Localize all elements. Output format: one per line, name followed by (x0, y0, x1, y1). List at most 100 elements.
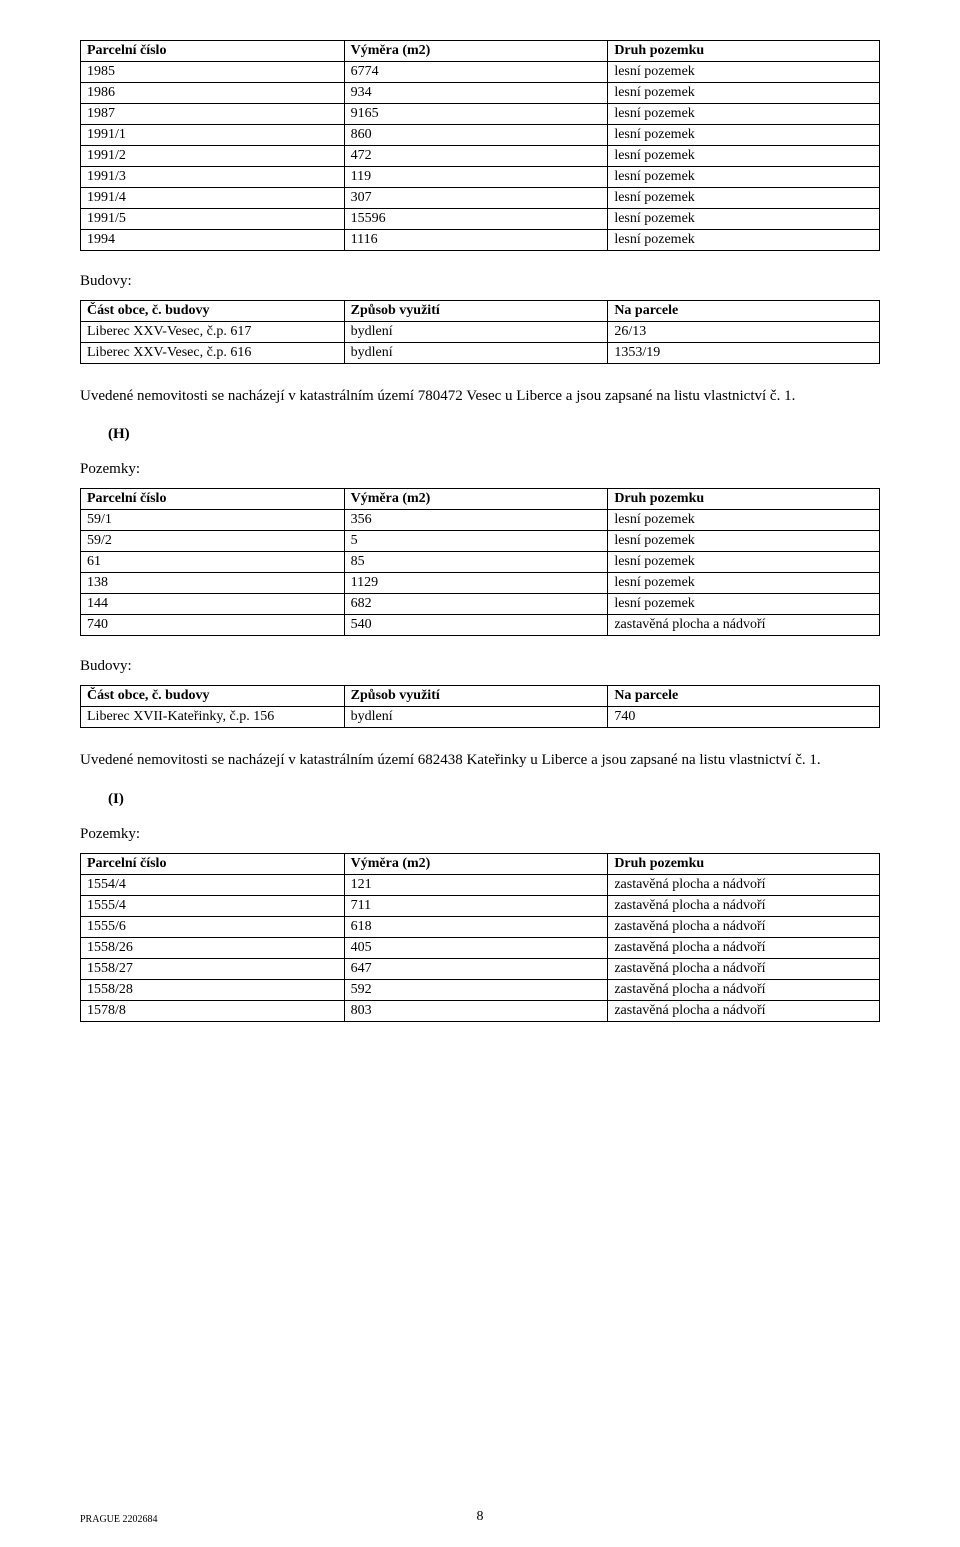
table-cell: zastavěná plocha a nádvoří (608, 1000, 880, 1021)
budovy-label-2: Budovy: (80, 658, 880, 675)
pozemky-table-h: Parcelní číslo Výměra (m2) Druh pozemku … (80, 488, 880, 636)
table-cell: 61 (81, 552, 345, 573)
table-cell: bydlení (344, 322, 608, 343)
table-cell: 803 (344, 1000, 608, 1021)
table-cell: zastavěná plocha a nádvoří (608, 874, 880, 895)
table-header-row: Parcelní číslo Výměra (m2) Druh pozemku (81, 853, 880, 874)
document-id: PRAGUE 2202684 (80, 1514, 158, 1525)
table-cell: 85 (344, 552, 608, 573)
budovy-table-2: Část obce, č. budovy Způsob využití Na p… (80, 685, 880, 728)
col-vymera: Výměra (m2) (344, 853, 608, 874)
col-cast-obce: Část obce, č. budovy (81, 301, 345, 322)
table-row: 1558/28592zastavěná plocha a nádvoří (81, 979, 880, 1000)
table-cell: 1991/2 (81, 146, 345, 167)
table-cell: Liberec XVII-Kateřinky, č.p. 156 (81, 707, 345, 728)
table-cell: 119 (344, 167, 608, 188)
col-druh-pozemku: Druh pozemku (608, 853, 880, 874)
table-cell: 144 (81, 594, 345, 615)
table-cell: lesní pozemek (608, 188, 880, 209)
budovy-table-1: Část obce, č. budovy Způsob využití Na p… (80, 300, 880, 364)
table-header-row: Část obce, č. budovy Způsob využití Na p… (81, 301, 880, 322)
table-row: 1991/1860lesní pozemek (81, 125, 880, 146)
table-cell: bydlení (344, 343, 608, 364)
table-cell: 1555/6 (81, 916, 345, 937)
table-row: Liberec XVII-Kateřinky, č.p. 156bydlení7… (81, 707, 880, 728)
pozemky-table-i: Parcelní číslo Výměra (m2) Druh pozemku … (80, 853, 880, 1022)
table-cell: 592 (344, 979, 608, 1000)
page-footer: 8 PRAGUE 2202684 (80, 1509, 880, 1525)
section-letter-h: (H) (108, 426, 880, 443)
table-cell: 1987 (81, 104, 345, 125)
table-cell: 1558/26 (81, 937, 345, 958)
table-cell: 307 (344, 188, 608, 209)
table-cell: Liberec XXV-Vesec, č.p. 616 (81, 343, 345, 364)
table-row: Liberec XXV-Vesec, č.p. 617bydlení26/13 (81, 322, 880, 343)
table-cell: 1116 (344, 230, 608, 251)
table-cell: 1129 (344, 573, 608, 594)
table-cell: zastavěná plocha a nádvoří (608, 615, 880, 636)
table-cell: 1986 (81, 83, 345, 104)
col-na-parcele: Na parcele (608, 686, 880, 707)
table-cell: zastavěná plocha a nádvoří (608, 916, 880, 937)
col-parcelni-cislo: Parcelní číslo (81, 489, 345, 510)
table-cell: 647 (344, 958, 608, 979)
col-vymera: Výměra (m2) (344, 489, 608, 510)
table-cell: lesní pozemek (608, 209, 880, 230)
table-row: 19879165lesní pozemek (81, 104, 880, 125)
page-number: 8 (80, 1509, 880, 1525)
table-row: 59/25lesní pozemek (81, 531, 880, 552)
table-cell: lesní pozemek (608, 167, 880, 188)
table-cell: 540 (344, 615, 608, 636)
table-row: 1986934lesní pozemek (81, 83, 880, 104)
table-cell: 860 (344, 125, 608, 146)
table-cell: 1991/4 (81, 188, 345, 209)
section-letter-i: (I) (108, 791, 880, 808)
table-row: 19941116lesní pozemek (81, 230, 880, 251)
table-cell: lesní pozemek (608, 83, 880, 104)
col-zpusob-vyuziti: Způsob využití (344, 301, 608, 322)
table-row: 1555/6618zastavěná plocha a nádvoří (81, 916, 880, 937)
table-cell: 138 (81, 573, 345, 594)
col-zpusob-vyuziti: Způsob využití (344, 686, 608, 707)
table-cell: 934 (344, 83, 608, 104)
table-cell: lesní pozemek (608, 510, 880, 531)
table-cell: Liberec XXV-Vesec, č.p. 617 (81, 322, 345, 343)
table-row: 1991/2472lesní pozemek (81, 146, 880, 167)
table-cell: 1353/19 (608, 343, 880, 364)
table-row: 740540zastavěná plocha a nádvoří (81, 615, 880, 636)
table-row: 1991/4307lesní pozemek (81, 188, 880, 209)
table-cell: lesní pozemek (608, 573, 880, 594)
table-row: 1991/515596lesní pozemek (81, 209, 880, 230)
table-row: 1555/4711zastavěná plocha a nádvoří (81, 895, 880, 916)
table-cell: lesní pozemek (608, 146, 880, 167)
table-row: 19856774lesní pozemek (81, 62, 880, 83)
table-row: 6185lesní pozemek (81, 552, 880, 573)
page: Parcelní číslo Výměra (m2) Druh pozemku … (0, 0, 960, 1547)
table-header-row: Část obce, č. budovy Způsob využití Na p… (81, 686, 880, 707)
table-cell: 1991/5 (81, 209, 345, 230)
table-cell: zastavěná plocha a nádvoří (608, 958, 880, 979)
table-row: 1554/4121zastavěná plocha a nádvoří (81, 874, 880, 895)
table-cell: lesní pozemek (608, 104, 880, 125)
table-header-row: Parcelní číslo Výměra (m2) Druh pozemku (81, 489, 880, 510)
table-cell: 740 (81, 615, 345, 636)
table-cell: 59/2 (81, 531, 345, 552)
table-row: 1381129lesní pozemek (81, 573, 880, 594)
table-cell: lesní pozemek (608, 531, 880, 552)
table-row: 59/1356lesní pozemek (81, 510, 880, 531)
table-cell: 740 (608, 707, 880, 728)
table-cell: 1991/1 (81, 125, 345, 146)
table-cell: zastavěná plocha a nádvoří (608, 937, 880, 958)
table-cell: lesní pozemek (608, 62, 880, 83)
table-cell: 26/13 (608, 322, 880, 343)
table-cell: zastavěná plocha a nádvoří (608, 979, 880, 1000)
table-cell: 472 (344, 146, 608, 167)
table-cell: 121 (344, 874, 608, 895)
table-row: 144682lesní pozemek (81, 594, 880, 615)
table-cell: lesní pozemek (608, 552, 880, 573)
table-header-row: Parcelní číslo Výměra (m2) Druh pozemku (81, 41, 880, 62)
table-cell: lesní pozemek (608, 125, 880, 146)
table-cell: 9165 (344, 104, 608, 125)
table-row: 1558/27647zastavěná plocha a nádvoří (81, 958, 880, 979)
table-cell: bydlení (344, 707, 608, 728)
